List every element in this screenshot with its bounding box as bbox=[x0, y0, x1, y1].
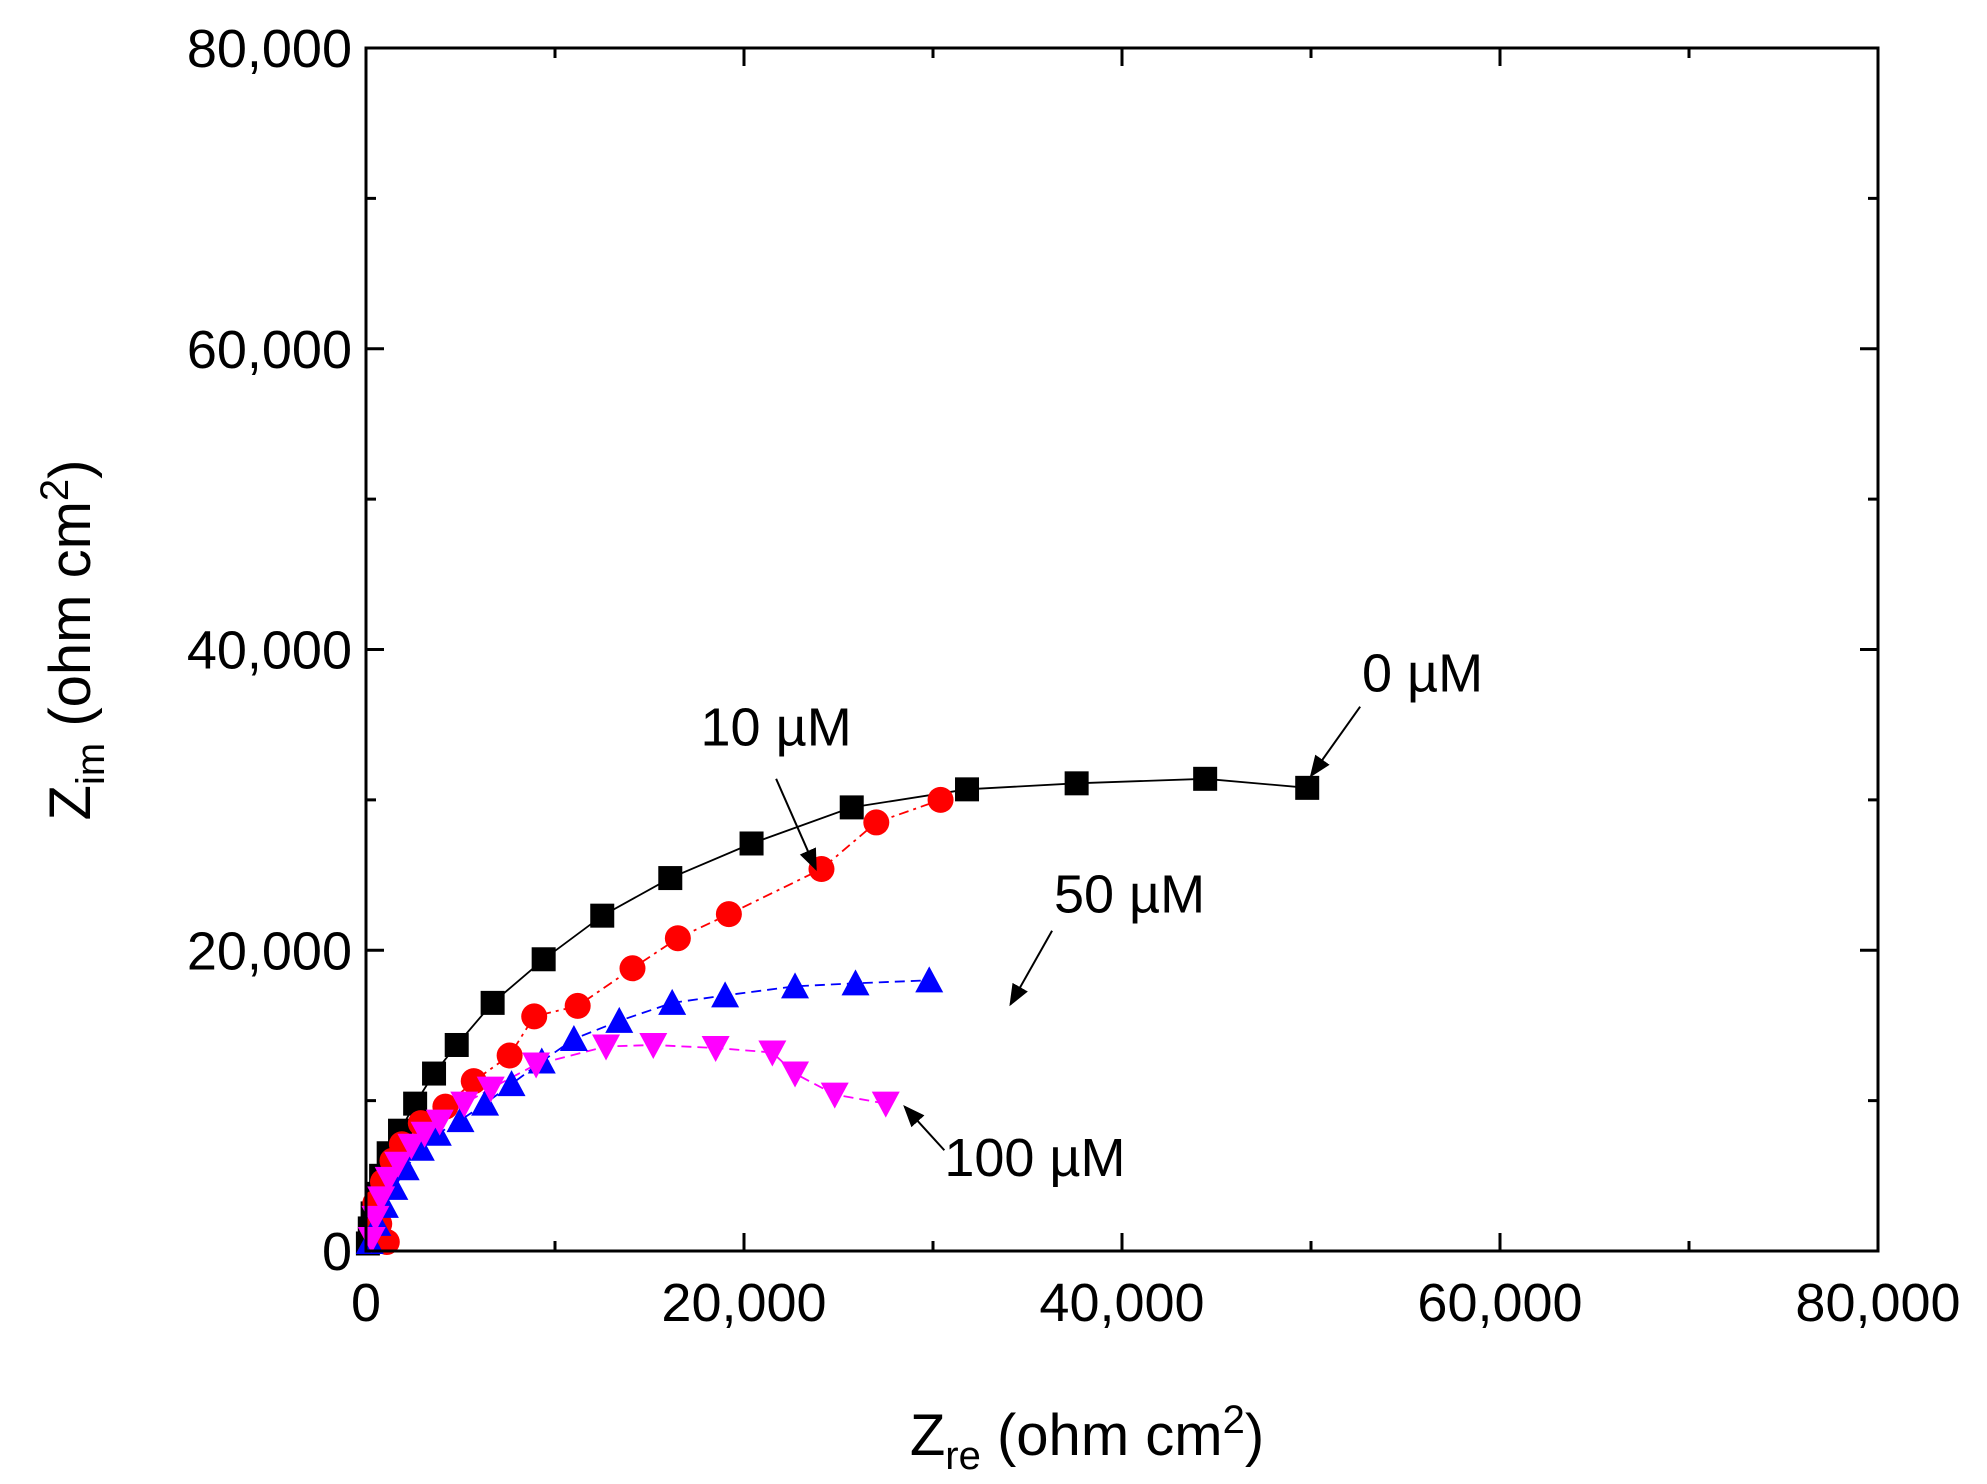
y-tick-label: 20,000 bbox=[187, 921, 352, 981]
data-point bbox=[820, 1082, 849, 1109]
x-axis-title-sup: 2 bbox=[1223, 1398, 1245, 1442]
tick-labels: 0 20,000 40,000 60,000 80,000 0 20,000 40,000 60… bbox=[187, 19, 1961, 1333]
data-point bbox=[639, 1032, 668, 1059]
data-point bbox=[701, 1035, 730, 1062]
data-point bbox=[450, 1091, 479, 1118]
data-point bbox=[863, 809, 890, 836]
data-point bbox=[564, 992, 591, 1019]
annotation-label: 50 µM bbox=[1054, 865, 1205, 925]
annotation-label: 10 µM bbox=[701, 698, 852, 758]
data-point bbox=[425, 1109, 454, 1136]
y-tick-label: 0 bbox=[322, 1222, 352, 1282]
data-point bbox=[715, 901, 742, 928]
y-axis-title-main: Z bbox=[38, 785, 103, 820]
data-point bbox=[397, 1133, 426, 1160]
data-point bbox=[361, 1205, 390, 1232]
data-point bbox=[592, 1034, 621, 1061]
annotation-arrow bbox=[903, 1105, 946, 1151]
data-point bbox=[758, 1040, 787, 1067]
data-point bbox=[410, 1121, 439, 1148]
series-line bbox=[374, 799, 941, 1243]
data-point bbox=[496, 1042, 523, 1069]
x-tick-label: 60,000 bbox=[1417, 1273, 1582, 1333]
y-tick-label: 60,000 bbox=[187, 320, 352, 380]
data-point bbox=[559, 1024, 588, 1051]
annotation-label: 0 µM bbox=[1362, 644, 1483, 704]
x-tick-label: 0 bbox=[351, 1273, 381, 1333]
x-axis-title: Zre (ohm cm2) bbox=[910, 1398, 1264, 1478]
y-tick-label: 80,000 bbox=[187, 19, 352, 79]
data-point bbox=[522, 1052, 551, 1079]
data-point bbox=[781, 1061, 810, 1088]
series-curves bbox=[367, 777, 1308, 1244]
data-point bbox=[471, 1089, 500, 1116]
data-point bbox=[423, 1119, 452, 1146]
data-point bbox=[739, 831, 764, 856]
x-axis-title-unit: (ohm cm bbox=[981, 1403, 1223, 1468]
data-point bbox=[446, 1106, 475, 1133]
x-axis-title-main: Z bbox=[910, 1403, 945, 1468]
data-point bbox=[590, 903, 615, 928]
axis-ticks bbox=[364, 46, 1880, 1253]
data-point bbox=[1193, 766, 1218, 791]
x-axis-title-sub: re bbox=[945, 1434, 981, 1478]
annotations: 0 µM 10 µM 50 µM 100 µM bbox=[701, 644, 1484, 1188]
data-point bbox=[841, 969, 870, 996]
data-point bbox=[955, 777, 980, 802]
y-axis-title-sub: im bbox=[69, 743, 113, 785]
data-point bbox=[658, 866, 683, 891]
data-point bbox=[619, 955, 646, 982]
data-point bbox=[480, 990, 505, 1015]
data-point bbox=[664, 925, 691, 952]
data-point bbox=[476, 1076, 505, 1103]
data-point bbox=[521, 1003, 548, 1030]
data-point bbox=[871, 1091, 900, 1118]
plot-frame bbox=[364, 46, 1880, 1253]
y-tick-label: 40,000 bbox=[187, 621, 352, 681]
data-point bbox=[605, 1006, 634, 1033]
data-point bbox=[460, 1068, 487, 1095]
data-point bbox=[1295, 775, 1320, 800]
y-axis-title-unit: (ohm cm bbox=[38, 501, 103, 743]
data-point bbox=[781, 972, 810, 999]
data-point bbox=[1064, 771, 1089, 796]
data-point bbox=[374, 1166, 403, 1193]
annotation-arrow bbox=[1309, 706, 1361, 778]
x-axis-title-close: ) bbox=[1245, 1403, 1264, 1468]
data-point bbox=[839, 795, 864, 820]
annotation-arrow bbox=[1009, 930, 1053, 1007]
x-tick-label: 80,000 bbox=[1795, 1273, 1960, 1333]
annotation-label: 100 µM bbox=[944, 1128, 1125, 1188]
x-tick-label: 20,000 bbox=[661, 1273, 826, 1333]
data-point bbox=[915, 966, 944, 993]
data-point bbox=[422, 1061, 447, 1086]
data-point bbox=[444, 1032, 469, 1057]
data-point bbox=[367, 1186, 396, 1213]
data-point bbox=[531, 947, 556, 972]
annotation-arrow bbox=[775, 778, 817, 872]
x-tick-label: 40,000 bbox=[1039, 1273, 1204, 1333]
data-point bbox=[927, 786, 954, 813]
data-point bbox=[711, 981, 740, 1008]
y-axis-title: Zim (ohm cm2) bbox=[33, 460, 113, 821]
plot-border bbox=[364, 46, 1880, 1253]
y-axis-title-sup: 2 bbox=[33, 479, 77, 501]
data-point bbox=[497, 1070, 526, 1097]
y-axis-title-close: ) bbox=[38, 460, 103, 479]
series-points bbox=[355, 766, 1320, 1256]
data-point bbox=[658, 988, 687, 1015]
data-point bbox=[384, 1151, 413, 1178]
series-line bbox=[367, 777, 1308, 1244]
